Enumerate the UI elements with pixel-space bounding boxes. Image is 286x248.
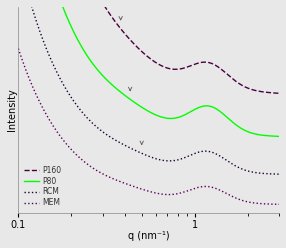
RCM <box>135 149 138 152</box>
Y-axis label: Intensity: Intensity <box>7 89 17 131</box>
MEM <box>135 186 138 189</box>
Legend: P160, P80, RCM, MEM: P160, P80, RCM, MEM <box>22 164 63 209</box>
Line: RCM: RCM <box>18 0 279 174</box>
P80 <box>84 51 87 54</box>
P80 <box>135 102 138 105</box>
P160 <box>170 68 174 71</box>
P80 <box>191 109 194 112</box>
RCM <box>170 159 174 162</box>
MEM <box>170 193 174 196</box>
RCM <box>277 173 281 176</box>
P160 <box>191 63 194 66</box>
RCM <box>191 153 194 156</box>
X-axis label: q (nm⁻¹): q (nm⁻¹) <box>128 231 170 241</box>
MEM <box>17 47 20 50</box>
P80 <box>63 10 66 13</box>
MEM <box>63 140 66 143</box>
MEM <box>84 161 87 164</box>
P160 <box>277 92 281 95</box>
P80 <box>170 117 174 120</box>
P160 <box>135 45 138 48</box>
MEM <box>191 188 194 191</box>
P80 <box>213 106 216 109</box>
Line: MEM: MEM <box>18 48 279 204</box>
Line: P160: P160 <box>18 0 279 93</box>
RCM <box>84 114 87 117</box>
P160 <box>213 63 216 66</box>
MEM <box>277 203 281 206</box>
RCM <box>213 152 216 155</box>
Line: P80: P80 <box>18 0 279 136</box>
MEM <box>213 186 216 189</box>
RCM <box>63 85 66 88</box>
P80 <box>277 135 281 138</box>
